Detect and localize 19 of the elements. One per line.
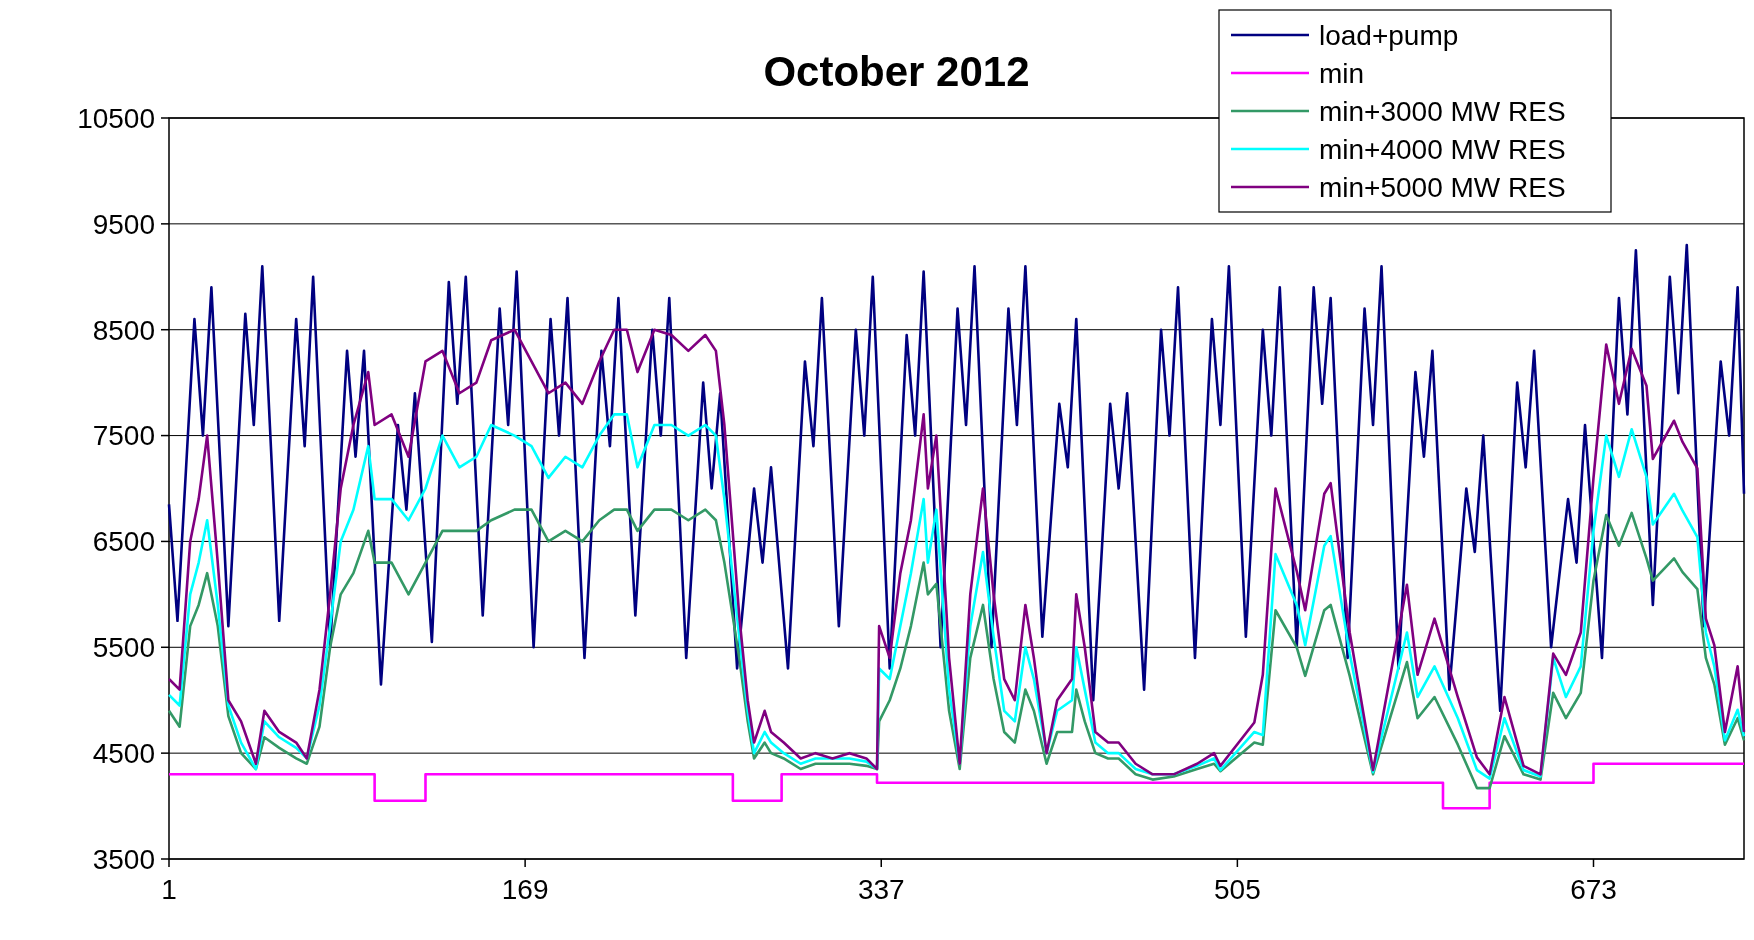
y-tick-label: 3500 (92, 843, 155, 875)
y-tick-label: 10500 (77, 102, 155, 134)
y-tick-label: 8500 (92, 314, 155, 346)
x-tick-label: 505 (1214, 874, 1261, 905)
legend-label: min+3000 MW RES (1319, 95, 1566, 127)
legend-label: min+5000 MW RES (1319, 171, 1566, 203)
legend-label: min (1319, 57, 1365, 89)
legend-label: min+4000 MW RES (1319, 133, 1566, 165)
x-tick-label: 337 (857, 874, 905, 905)
x-tick-label: 1 (161, 874, 177, 905)
x-tick-label: 169 (501, 874, 549, 905)
legend-label: load+pump (1319, 19, 1459, 51)
y-tick-label: 5500 (92, 632, 155, 664)
y-tick-label: 9500 (92, 208, 155, 240)
chart-title: October 2012 (763, 48, 1030, 95)
y-tick-label: 4500 (92, 737, 155, 769)
y-tick-label: 6500 (92, 526, 155, 558)
y-tick-label: 7500 (92, 420, 155, 452)
x-tick-label: 673 (1570, 874, 1617, 905)
